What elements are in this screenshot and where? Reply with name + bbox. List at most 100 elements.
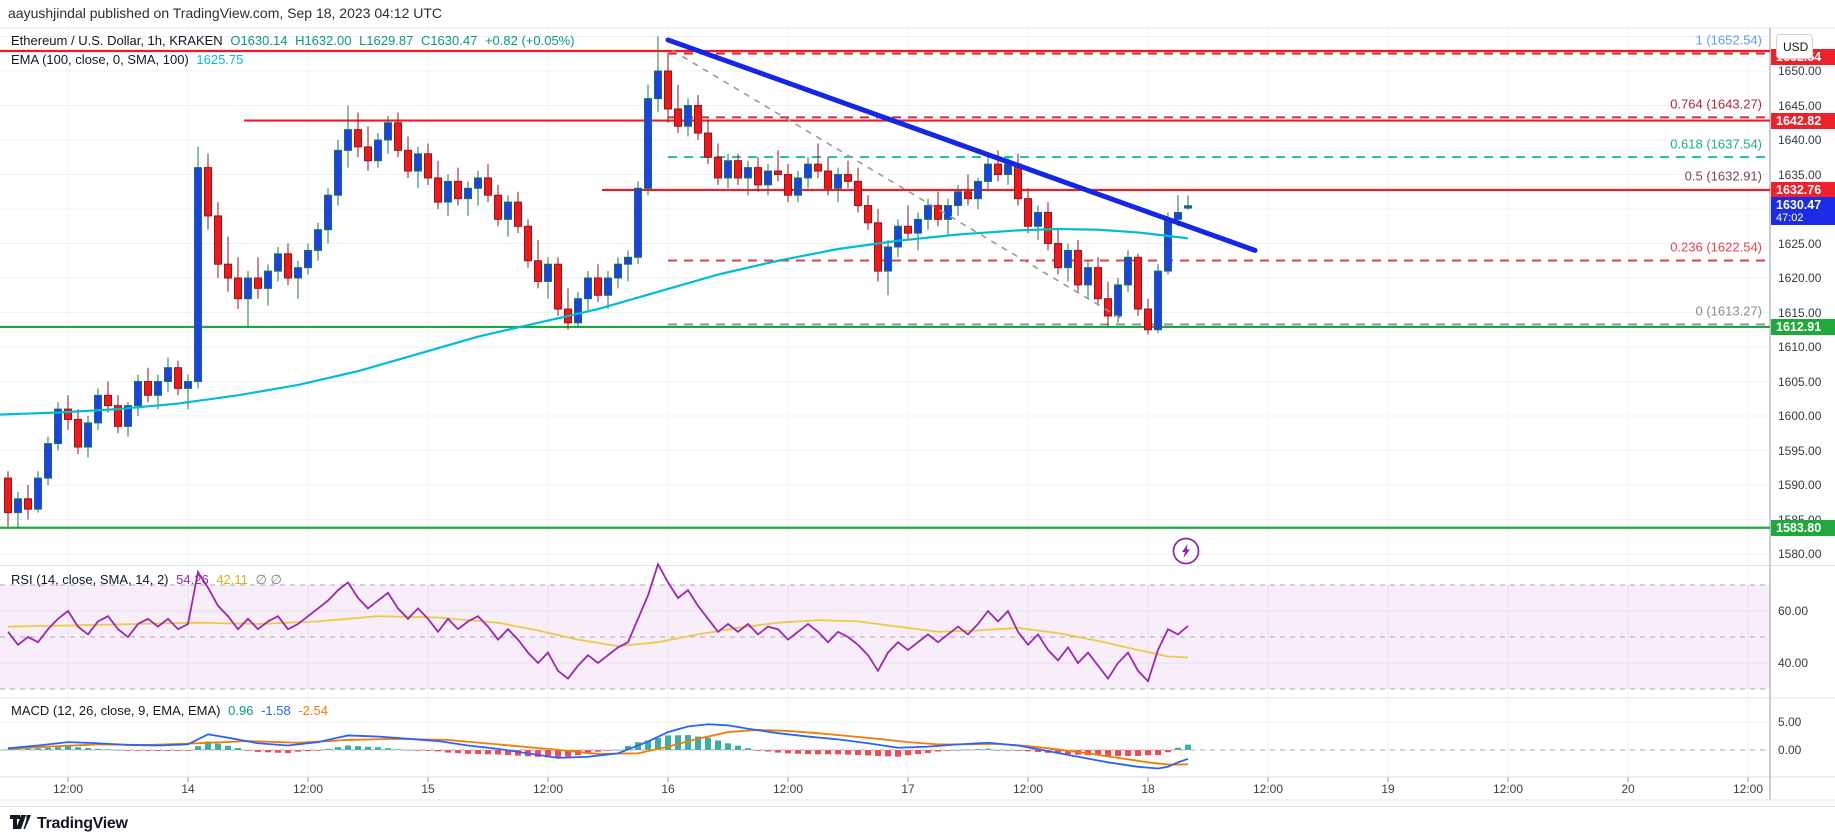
- candle-body[interactable]: [114, 405, 122, 427]
- candle-body[interactable]: [254, 277, 262, 289]
- candle-body[interactable]: [1004, 163, 1012, 175]
- candle-body[interactable]: [1024, 198, 1032, 227]
- candle-body[interactable]: [824, 170, 832, 189]
- ema-line[interactable]: [0, 227, 1189, 416]
- candle-body[interactable]: [494, 194, 502, 220]
- candle-body[interactable]: [1104, 298, 1112, 317]
- candle-body[interactable]: [964, 191, 972, 200]
- candle-body[interactable]: [304, 249, 312, 269]
- candle-body[interactable]: [1054, 243, 1062, 269]
- candle-body[interactable]: [364, 146, 372, 162]
- candle-body[interactable]: [454, 180, 462, 200]
- rsi-line[interactable]: [7, 561, 1189, 683]
- candle-body[interactable]: [804, 163, 812, 179]
- candle-body[interactable]: [234, 277, 242, 300]
- candle-body[interactable]: [684, 105, 692, 127]
- candle-body[interactable]: [764, 170, 772, 186]
- candle-body[interactable]: [554, 263, 562, 310]
- candle-body[interactable]: [704, 132, 712, 158]
- candle-body[interactable]: [734, 160, 742, 179]
- candle-body[interactable]: [1044, 211, 1052, 244]
- candle-body[interactable]: [504, 201, 512, 220]
- candle-body[interactable]: [214, 215, 222, 265]
- candle-body[interactable]: [874, 222, 882, 272]
- candle-body[interactable]: [844, 174, 852, 182]
- candle-body[interactable]: [64, 408, 72, 420]
- candle-body[interactable]: [934, 205, 942, 220]
- candle-body[interactable]: [14, 498, 22, 514]
- candle-body[interactable]: [224, 263, 232, 279]
- candle-body[interactable]: [744, 167, 752, 179]
- candle-body[interactable]: [534, 260, 542, 282]
- candle-body[interactable]: [384, 122, 392, 141]
- candle-body[interactable]: [754, 167, 762, 186]
- rsi-ma-line[interactable]: [7, 615, 1189, 659]
- currency-button[interactable]: USD: [1776, 34, 1813, 59]
- candle-body[interactable]: [1064, 249, 1072, 269]
- main-pane[interactable]: [0, 36, 1258, 528]
- candle-body[interactable]: [514, 201, 522, 227]
- candle-body[interactable]: [794, 177, 802, 196]
- candle-body[interactable]: [124, 405, 132, 427]
- candle-body[interactable]: [484, 177, 492, 196]
- candle-body[interactable]: [724, 160, 732, 179]
- candle-body[interactable]: [784, 174, 792, 196]
- candle-body[interactable]: [634, 187, 642, 258]
- candle-body[interactable]: [1184, 205, 1192, 209]
- tradingview-logo[interactable]: TradingView: [10, 814, 128, 833]
- candle-body[interactable]: [954, 191, 962, 207]
- candle-body[interactable]: [264, 270, 272, 289]
- candle-body[interactable]: [324, 194, 332, 231]
- candle-body[interactable]: [1084, 267, 1092, 286]
- candle-body[interactable]: [1164, 218, 1172, 272]
- candle-body[interactable]: [614, 263, 622, 279]
- candle-body[interactable]: [834, 174, 842, 189]
- symbol-legend[interactable]: Ethereum / U.S. Dollar, 1h, KRAKEN O1630…: [11, 33, 579, 48]
- candle-body[interactable]: [894, 225, 902, 248]
- candle-body[interactable]: [84, 422, 92, 448]
- candle-body[interactable]: [414, 153, 422, 172]
- candle-body[interactable]: [134, 381, 142, 407]
- candle-body[interactable]: [574, 298, 582, 324]
- candle-body[interactable]: [434, 177, 442, 203]
- candle-body[interactable]: [354, 129, 362, 148]
- candle-body[interactable]: [334, 149, 342, 196]
- candle-body[interactable]: [444, 180, 452, 203]
- candle-body[interactable]: [374, 139, 382, 162]
- candle-body[interactable]: [1074, 249, 1082, 286]
- candle-body[interactable]: [854, 180, 862, 207]
- dashed-trendline[interactable]: [671, 49, 1126, 322]
- candle-body[interactable]: [924, 205, 932, 220]
- candle-body[interactable]: [1114, 284, 1122, 317]
- candle-body[interactable]: [624, 256, 632, 265]
- candle-body[interactable]: [1034, 211, 1042, 227]
- candle-body[interactable]: [244, 277, 252, 300]
- candle-body[interactable]: [674, 108, 682, 127]
- candle-body[interactable]: [524, 225, 532, 262]
- candle-body[interactable]: [174, 367, 182, 389]
- candle-body[interactable]: [1124, 256, 1132, 286]
- candle-body[interactable]: [664, 70, 672, 110]
- candle-body[interactable]: [394, 122, 402, 151]
- candle-body[interactable]: [164, 367, 172, 383]
- candle-body[interactable]: [694, 105, 702, 134]
- candle-body[interactable]: [604, 277, 612, 296]
- candle-body[interactable]: [1154, 270, 1162, 331]
- candle-body[interactable]: [314, 229, 322, 251]
- candle-body[interactable]: [4, 477, 12, 514]
- descending-trendline[interactable]: [665, 37, 1258, 253]
- candle-body[interactable]: [184, 381, 192, 389]
- candle-body[interactable]: [814, 163, 822, 172]
- candle-body[interactable]: [424, 153, 432, 179]
- candle-body[interactable]: [1174, 211, 1182, 220]
- candle-body[interactable]: [714, 156, 722, 179]
- candle-body[interactable]: [594, 277, 602, 296]
- candle-body[interactable]: [914, 218, 922, 234]
- candle-body[interactable]: [774, 170, 782, 176]
- candle-body[interactable]: [74, 418, 82, 448]
- candle-body[interactable]: [154, 381, 162, 396]
- candle-body[interactable]: [584, 277, 592, 300]
- candle-body[interactable]: [464, 187, 472, 200]
- candle-body[interactable]: [194, 167, 202, 382]
- candle-body[interactable]: [1094, 267, 1102, 300]
